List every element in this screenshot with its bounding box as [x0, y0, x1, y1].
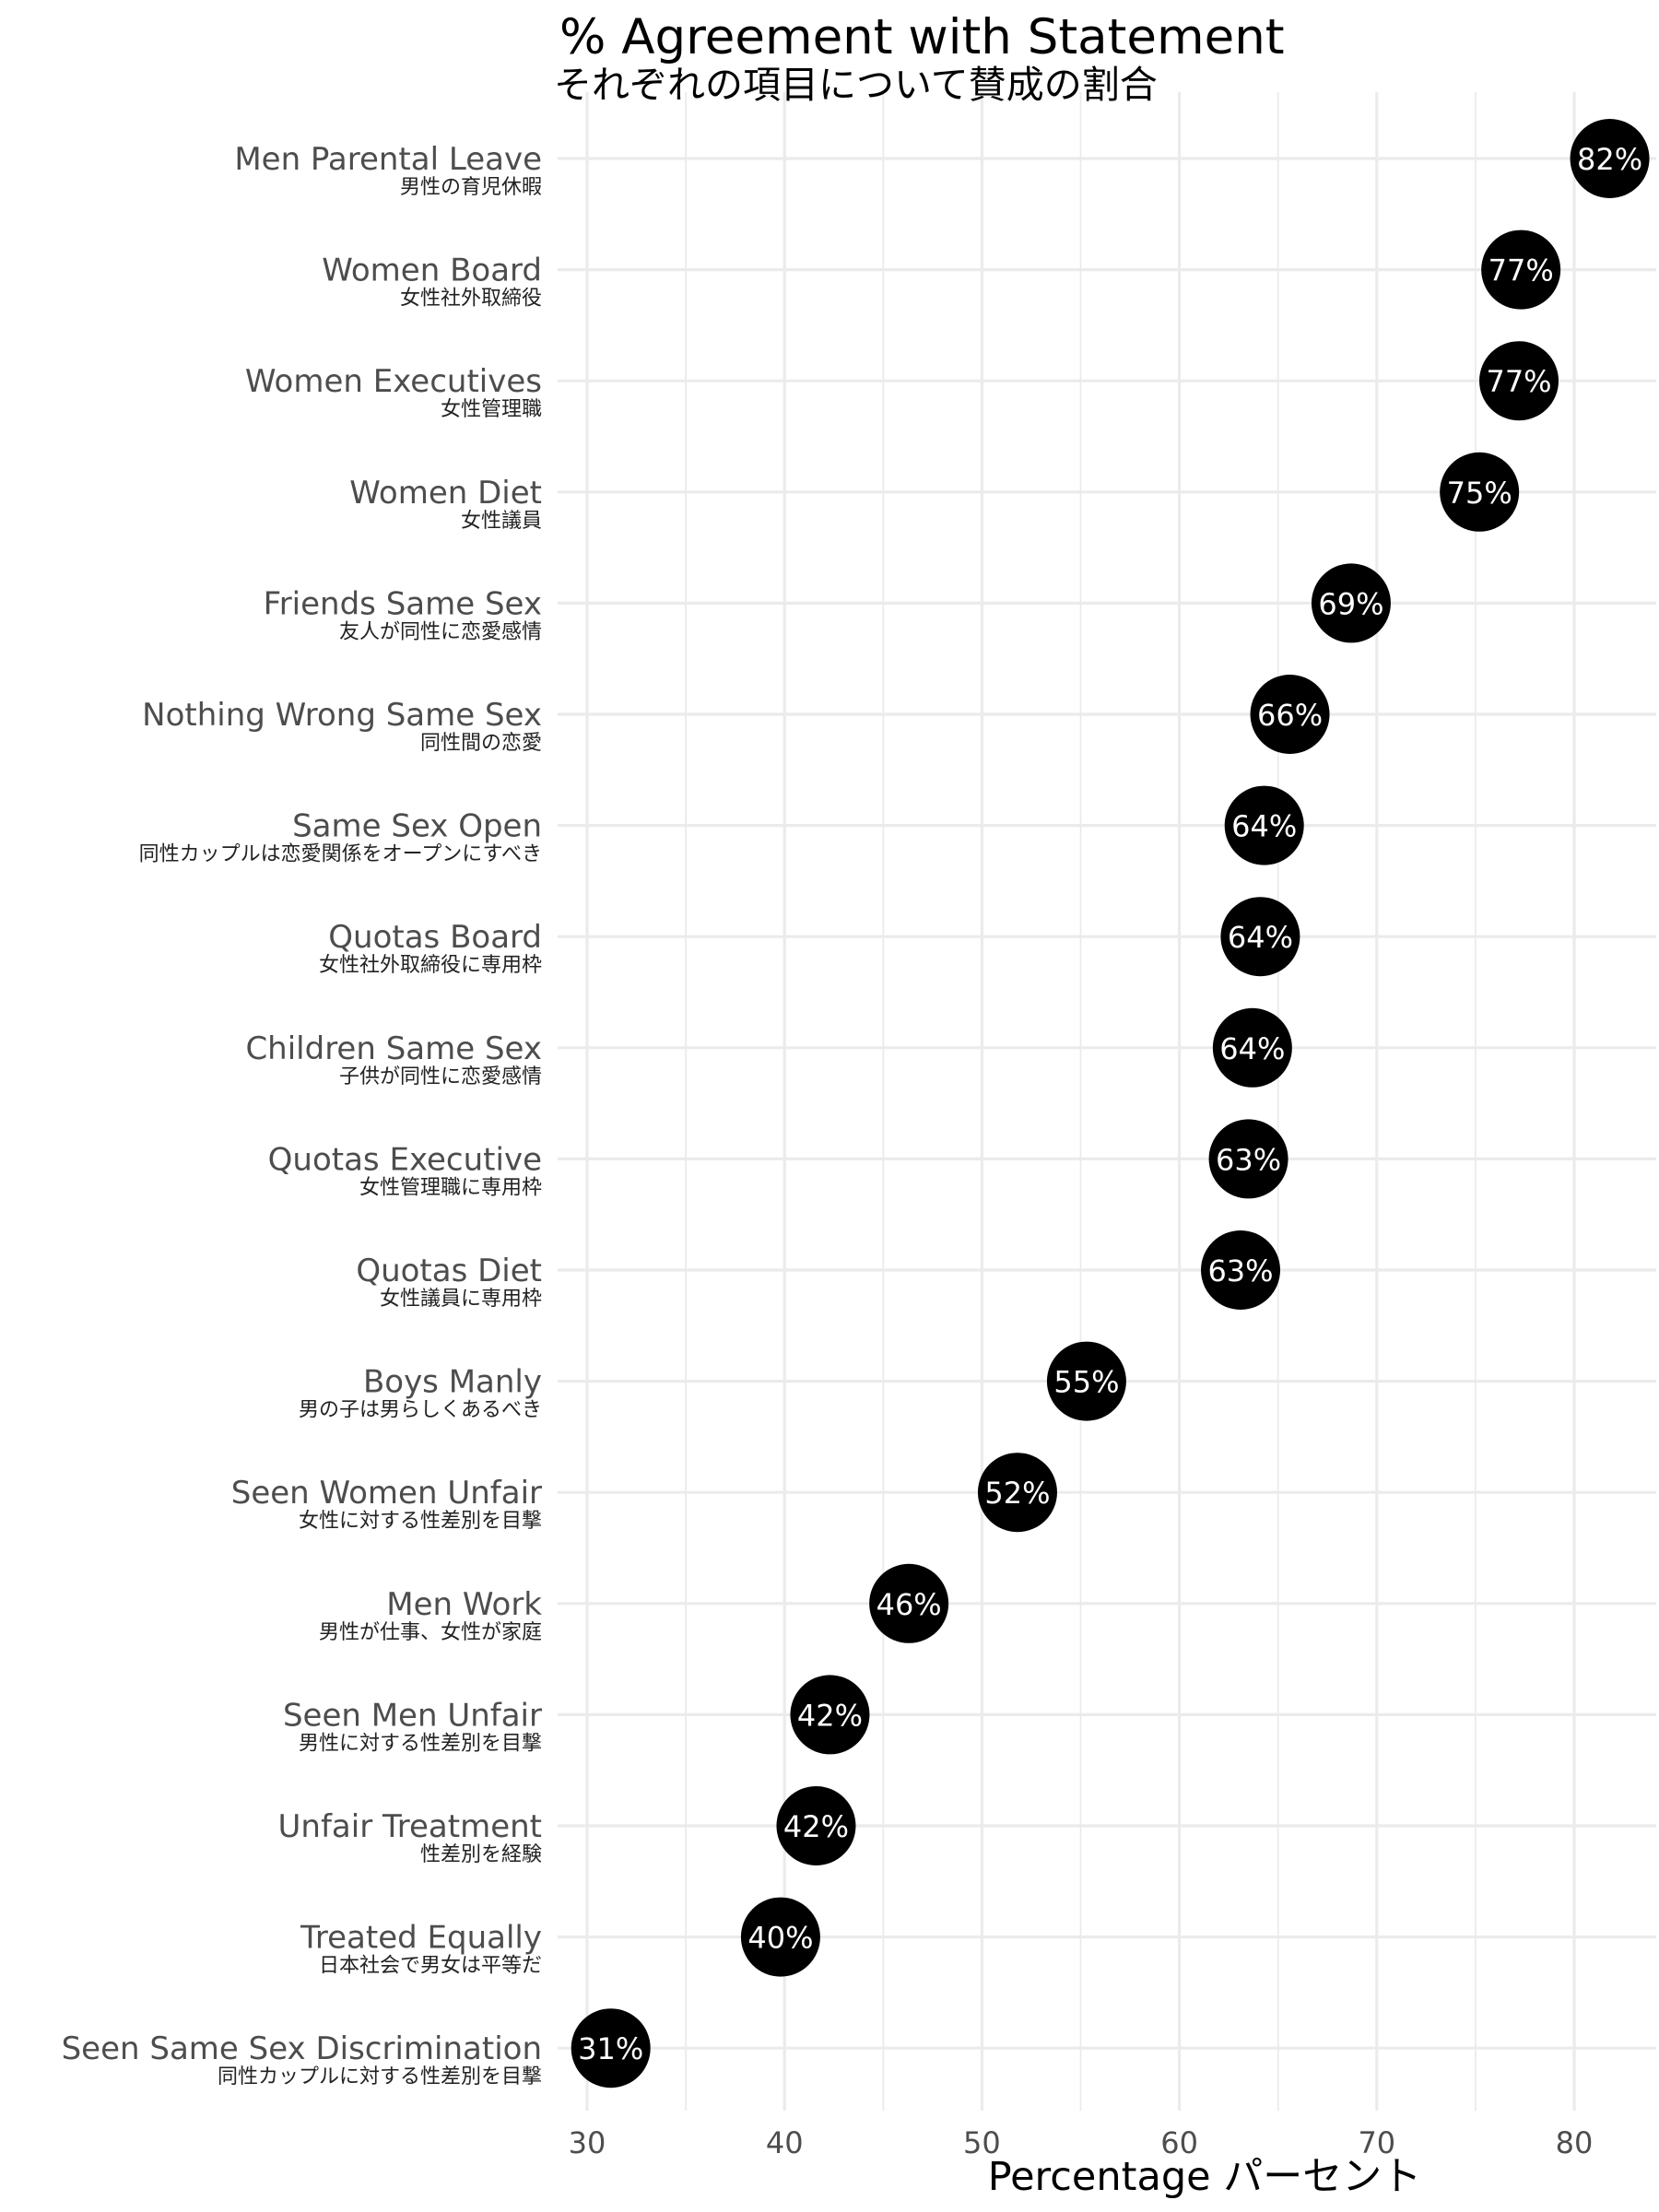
data-label: 69% [1318, 586, 1383, 621]
row-label: Quotas Executive [268, 1141, 542, 1178]
row-label: Seen Women Unfair [231, 1475, 542, 1512]
data-point [1201, 1230, 1281, 1310]
x-tick-label: 80 [1556, 2125, 1594, 2160]
row-label-jp: 女性に対する性差別を目撃 [299, 1510, 542, 1533]
data-point [1479, 341, 1559, 421]
data-point [1224, 785, 1304, 865]
data-label: 63% [1207, 1253, 1273, 1288]
row-label: Friends Same Sex [264, 585, 542, 622]
data-label: 75% [1447, 476, 1512, 511]
row-label: Seen Same Sex Discrimination [62, 2030, 542, 2067]
data-label: 46% [877, 1587, 942, 1622]
data-label: 42% [783, 1809, 849, 1844]
data-point [740, 1897, 820, 1977]
data-label: 52% [984, 1476, 1050, 1511]
row-label: Women Board [322, 253, 542, 289]
row-label-jp: 日本社会で男女は平等だ [319, 1955, 542, 1978]
row-label: Boys Manly [363, 1364, 542, 1401]
row-label: Seen Men Unfair [283, 1697, 542, 1734]
row-label-jp: 女性社外取締役 [400, 288, 542, 311]
data-point [1250, 675, 1330, 754]
data-point [1311, 563, 1391, 643]
data-label: 77% [1488, 253, 1554, 288]
row-label-jp: 女性議員 [461, 510, 542, 533]
data-label: 64% [1219, 1031, 1285, 1066]
data-point [977, 1453, 1057, 1533]
data-point [1212, 1007, 1292, 1088]
data-points: 82% 77% 77% 75% 69% 66% 64% 64% 64% 63% 63% 55% 52% 4… [571, 119, 1650, 2088]
row-label-jp: 男性が仕事、女性が家庭 [319, 1621, 542, 1644]
row-label: Quotas Diet [356, 1253, 542, 1289]
row-label: Women Diet [349, 475, 542, 512]
row-label-jp: 女性管理職に専用枠 [359, 1176, 542, 1199]
x-tick-label: 50 [963, 2125, 1001, 2160]
row-label-jp: 男性の育児休暇 [400, 176, 542, 199]
data-label: 63% [1216, 1142, 1281, 1177]
data-point [1570, 119, 1650, 198]
row-label: Treated Equally [300, 1920, 542, 1957]
data-point [1440, 452, 1520, 532]
row-label: Children Same Sex [245, 1030, 542, 1067]
row-label-jp: 男性に対する性差別を目撃 [299, 1732, 542, 1755]
row-label-jp: 女性社外取締役に専用枠 [319, 954, 542, 977]
data-label: 55% [1053, 1365, 1119, 1400]
x-axis-ticks: 30 40 50 60 70 80 [569, 2125, 1594, 2160]
data-point [1208, 1119, 1288, 1199]
data-label: 42% [797, 1698, 863, 1733]
row-label: Quotas Board [328, 919, 542, 956]
data-label: 77% [1486, 364, 1551, 399]
x-tick-label: 60 [1160, 2125, 1198, 2160]
data-label: 64% [1231, 809, 1297, 844]
data-label: 82% [1577, 142, 1642, 177]
row-label: Unfair Treatment [278, 1808, 542, 1845]
row-label-jp: 同性カップルに対する性差別を目撃 [218, 2065, 542, 2088]
row-label-jp: 性差別を経験 [420, 1843, 542, 1866]
x-axis-title: Percentage パーセント [988, 2154, 1422, 2200]
row-label-jp: 女性管理職 [441, 398, 542, 421]
chart-title: % Agreement with Statement [559, 9, 1285, 65]
row-label-jp: 男の子は男らしくあるべき [299, 1399, 542, 1422]
chart-subtitle: それぞれの項目について賛成の割合 [554, 63, 1158, 107]
row-label-jp: 同性間の恋愛 [420, 732, 542, 755]
row-label-jp: 同性カップルは恋愛関係をオープンにすべき [139, 843, 542, 866]
row-label: Men Work [386, 1586, 542, 1623]
data-point [776, 1786, 856, 1865]
data-label: 31% [578, 2031, 643, 2066]
row-label: Nothing Wrong Same Sex [142, 697, 542, 734]
data-point [1046, 1341, 1126, 1421]
data-label: 64% [1228, 920, 1293, 955]
row-label: Same Sex Open [292, 808, 542, 845]
data-label: 40% [747, 1921, 813, 1956]
x-tick-label: 40 [766, 2125, 804, 2160]
x-tick-label: 70 [1358, 2125, 1395, 2160]
data-label: 66% [1257, 698, 1323, 733]
row-label: Women Executives [245, 363, 542, 400]
row-label-jp: 女性議員に専用枠 [380, 1288, 542, 1311]
grid-lines [558, 92, 1656, 2111]
data-point [571, 2008, 651, 2088]
x-tick-label: 30 [569, 2125, 606, 2160]
row-label-jp: 子供が同性に恋愛感情 [339, 1065, 542, 1088]
data-point [790, 1675, 870, 1755]
row-label-jp: 友人が同性に恋愛感情 [339, 620, 542, 643]
data-point [1220, 897, 1300, 977]
data-point [1481, 229, 1561, 310]
data-point [869, 1563, 949, 1643]
row-label: Men Parental Leave [234, 141, 542, 178]
